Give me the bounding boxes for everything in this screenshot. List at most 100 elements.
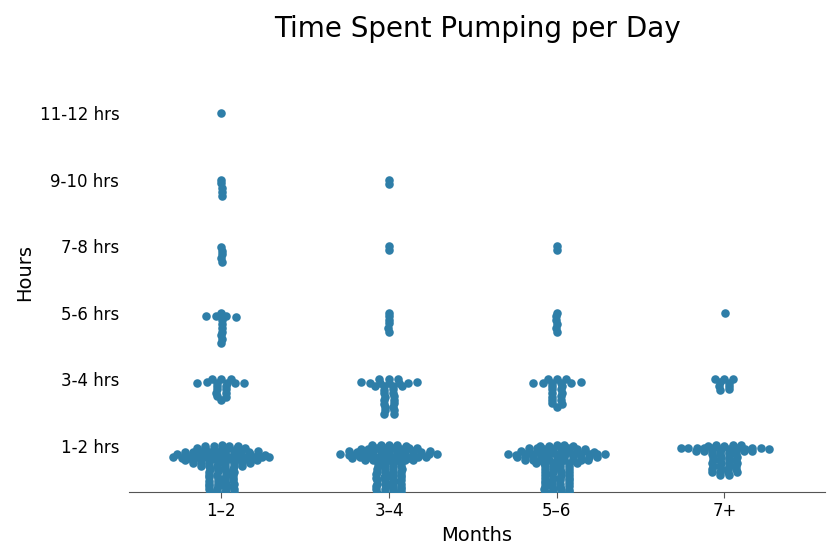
Point: [518, 453, 532, 462]
Point: [554, 476, 567, 485]
Point: [228, 378, 242, 387]
Point: [387, 488, 401, 497]
Point: [227, 497, 240, 506]
Point: [570, 458, 584, 467]
Point: [359, 455, 372, 464]
Point: [538, 464, 552, 473]
Point: [549, 316, 563, 325]
Point: [554, 494, 568, 503]
Point: [706, 450, 719, 459]
Point: [226, 500, 239, 508]
Point: [227, 482, 240, 491]
Point: [406, 456, 419, 465]
Point: [218, 464, 232, 473]
Point: [366, 447, 380, 456]
Point: [554, 464, 567, 473]
Point: [722, 468, 735, 477]
Point: [375, 447, 388, 456]
Point: [722, 385, 736, 394]
Point: [563, 468, 576, 477]
Point: [562, 493, 575, 502]
Point: [215, 441, 228, 450]
Point: [386, 482, 400, 491]
Point: [342, 450, 355, 459]
Point: [370, 467, 384, 476]
Point: [386, 465, 400, 474]
Point: [378, 491, 391, 500]
Point: [202, 479, 216, 488]
Point: [386, 491, 400, 500]
Point: [218, 447, 232, 456]
Point: [546, 388, 559, 397]
Point: [195, 450, 208, 459]
Point: [706, 452, 719, 461]
Point: [536, 378, 549, 387]
Point: [555, 381, 569, 390]
Point: [575, 453, 588, 462]
Point: [234, 446, 248, 455]
Point: [386, 477, 400, 486]
Point: [562, 464, 575, 473]
Point: [377, 395, 391, 404]
Point: [230, 444, 244, 453]
Point: [395, 465, 408, 474]
Point: [378, 444, 391, 453]
Point: [210, 462, 223, 471]
Point: [545, 378, 559, 387]
Point: [386, 459, 400, 468]
Point: [402, 453, 416, 462]
Point: [526, 450, 539, 459]
Point: [372, 375, 386, 384]
Point: [382, 316, 396, 325]
Point: [377, 389, 391, 398]
Point: [563, 496, 576, 505]
Point: [546, 459, 559, 468]
Point: [538, 494, 551, 503]
Point: [554, 491, 568, 500]
Point: [231, 441, 244, 450]
Point: [349, 450, 363, 459]
Point: [202, 491, 215, 500]
Point: [186, 447, 200, 456]
Point: [538, 473, 551, 482]
Point: [561, 491, 575, 500]
Point: [368, 382, 381, 391]
Point: [538, 487, 552, 496]
Point: [365, 441, 379, 450]
Point: [202, 468, 215, 477]
Point: [345, 453, 359, 462]
Point: [226, 494, 239, 503]
Point: [378, 488, 391, 497]
Point: [414, 450, 428, 459]
Point: [370, 470, 383, 479]
Point: [527, 452, 540, 461]
Point: [227, 473, 240, 482]
Point: [203, 465, 217, 474]
Point: [546, 444, 559, 453]
Point: [223, 505, 236, 514]
Point: [186, 459, 200, 468]
Point: [227, 456, 240, 465]
Point: [729, 450, 743, 459]
Point: [729, 464, 743, 473]
Point: [722, 378, 736, 387]
Point: [211, 470, 224, 479]
Point: [534, 450, 548, 459]
Point: [563, 447, 576, 456]
Point: [722, 447, 735, 456]
Point: [262, 453, 276, 462]
Point: [550, 375, 564, 384]
Point: [218, 499, 232, 508]
Point: [218, 502, 232, 511]
Point: [215, 334, 228, 343]
Point: [547, 465, 560, 474]
Point: [547, 484, 560, 493]
Point: [378, 405, 391, 414]
Point: [215, 246, 228, 255]
Point: [730, 444, 743, 453]
Point: [713, 470, 727, 479]
Point: [238, 378, 251, 387]
Point: [175, 453, 188, 462]
Point: [402, 444, 416, 453]
Point: [538, 482, 551, 491]
